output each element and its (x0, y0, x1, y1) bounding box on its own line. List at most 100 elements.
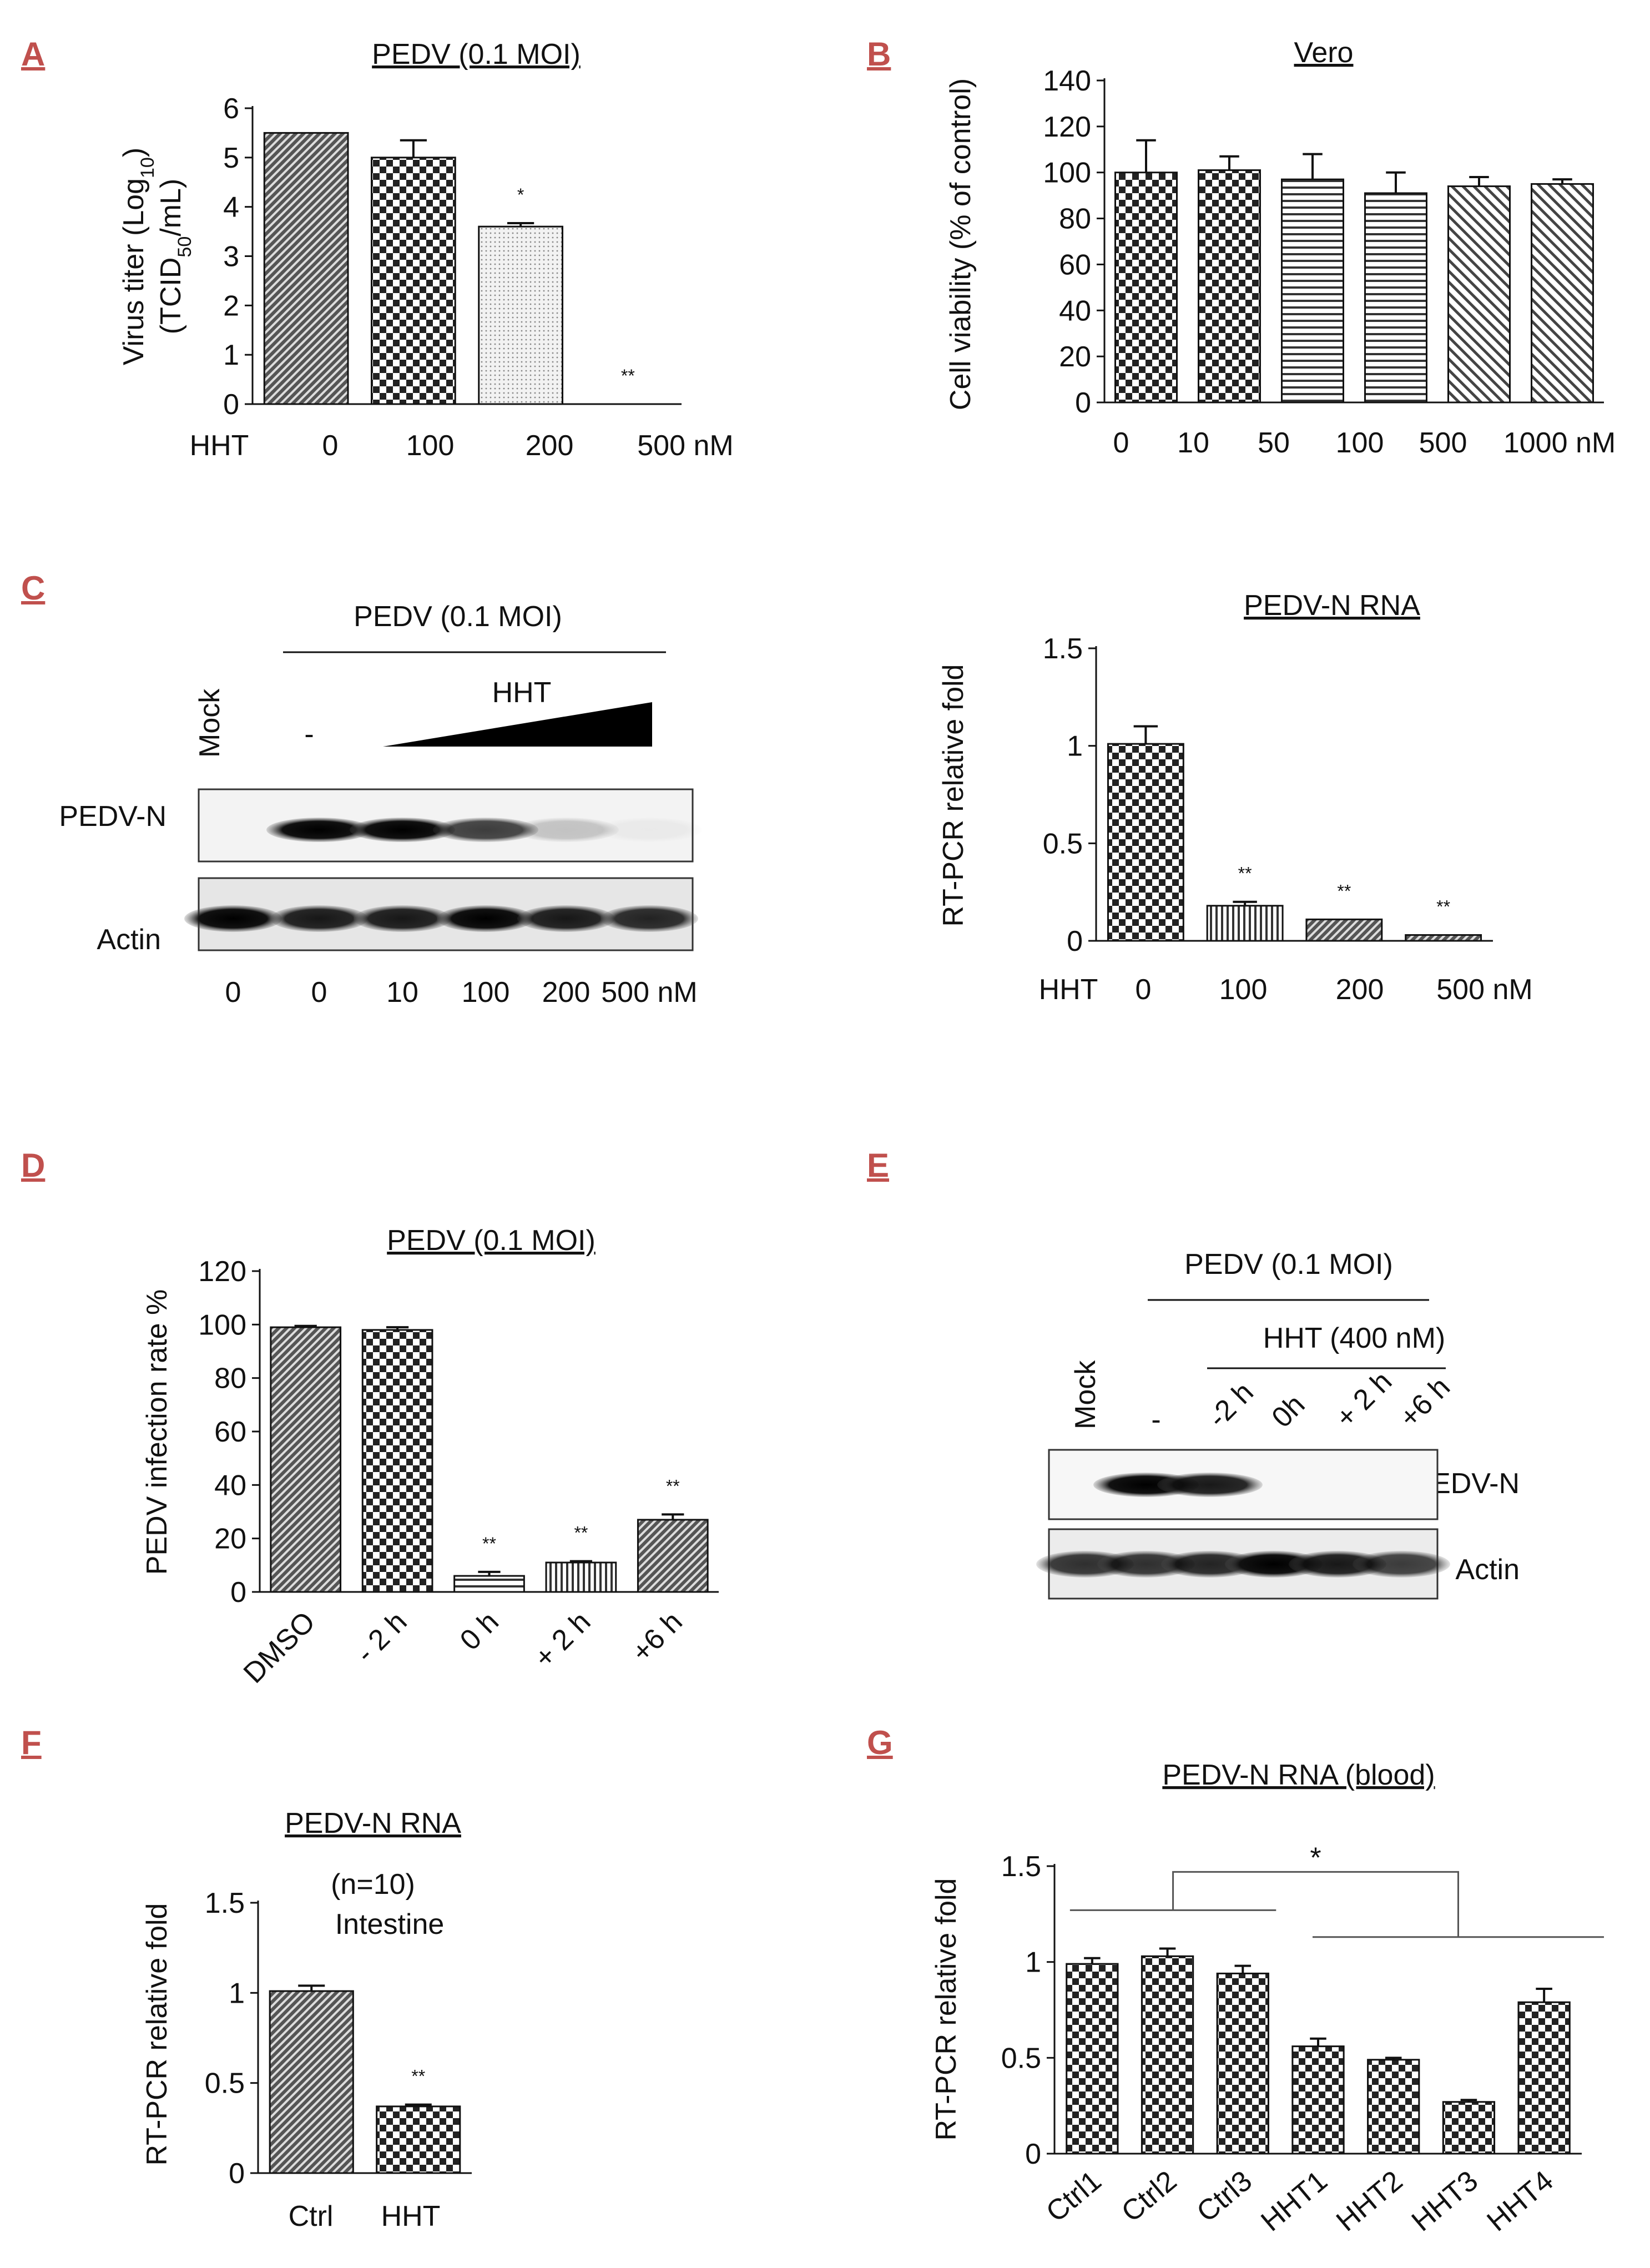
band-pedvn (597, 818, 702, 842)
y-label-part: (TCID (155, 258, 187, 335)
x-prefix-label: HHT (190, 430, 249, 462)
bar-hht1 (1291, 2045, 1345, 2155)
bar-10 (1198, 169, 1261, 404)
x-tick-label: HHT1 (1255, 2165, 1333, 2238)
bar-100 (1206, 905, 1284, 942)
y-axis-label: Cell viability (% of control) (945, 78, 977, 410)
bar-hht3 (1442, 2101, 1496, 2155)
bar-ctrl3 (1216, 1972, 1269, 2155)
significance-marker: ** (482, 1534, 496, 1554)
significance-marker: ** (1436, 896, 1450, 916)
bar-100 (1364, 192, 1427, 404)
bar-ctrl2 (1141, 1955, 1194, 2155)
x-tick-label: 0 h (454, 1605, 505, 1656)
chart-title: PEDV (0.1 MOI) (372, 38, 581, 70)
blot-c-dose-wedge (383, 702, 652, 747)
x-tick-label: HHT2 (1330, 2165, 1409, 2238)
y-tick-label: 20 (1059, 341, 1091, 373)
significance-marker: ** (666, 1476, 680, 1496)
lane-label: 100 (462, 976, 510, 1009)
x-tick-label: 10 (1177, 427, 1209, 459)
y-tick-label: 100 (1043, 157, 1091, 189)
y-tick-label: 0.5 (1043, 828, 1083, 860)
x-tick-label: HHT3 (1406, 2165, 1484, 2238)
x-tick-label: 200 (526, 430, 574, 462)
y-label-subscript: 10 (137, 157, 158, 178)
x-tick-label: 0 (322, 430, 339, 462)
blot-c-treatment: HHT (492, 677, 552, 709)
bar-200 (478, 225, 563, 405)
y-tick-label: 1 (229, 1977, 245, 2009)
lane-label: 200 (542, 976, 591, 1009)
bar-hht2 (1367, 2059, 1420, 2155)
y-tick-label: 100 (198, 1309, 246, 1341)
x-tick-label: Ctrl3 (1191, 2165, 1258, 2229)
x-tick-label: 50 (1258, 427, 1290, 459)
group-comparison-bracket (1172, 1871, 1459, 1937)
y-label-part: ) (118, 148, 150, 157)
bar-200 (1305, 918, 1383, 942)
chart-title: PEDV-N RNA (1244, 589, 1420, 622)
band-actin (184, 905, 282, 932)
blot-e-treatment: HHT (400 nM) (1263, 1322, 1445, 1354)
bar-500 (1447, 185, 1511, 404)
band-pedvn (266, 818, 372, 842)
y-tick-label: 140 (1043, 65, 1091, 97)
x-tick-label: HHT4 (1481, 2165, 1560, 2238)
y-axis-label-line1: Virus titer (Log10) (118, 148, 158, 365)
x-tick-label: 100 (1219, 974, 1268, 1006)
chart-panel-c-rtpcr: PEDV-N RNA 0 0.5 1 1.5 RT-PCR relative fold **… (937, 589, 1533, 1006)
blot-c-bands (184, 818, 702, 932)
y-tick-label: 4 (223, 191, 239, 224)
bar-ctrl (269, 1990, 354, 2174)
y-axis-label: PEDV infection rate % (141, 1289, 173, 1575)
y-tick-label: 0 (1075, 387, 1091, 419)
band-actin (601, 905, 698, 932)
panel-label-f: F (21, 1724, 42, 1761)
y-tick-label: 120 (198, 1256, 246, 1288)
panel-label-c: C (21, 569, 45, 607)
significance-marker: ** (411, 2067, 425, 2086)
y-label-part: /mL) (155, 179, 187, 236)
lane-label: 10 (386, 976, 418, 1009)
x-tick-label: HHT (381, 2200, 441, 2232)
x-tick-label: Ctrl1 (1040, 2165, 1107, 2229)
panel-label-d: D (21, 1147, 45, 1184)
x-tick-label: 0 (1136, 974, 1152, 1006)
y-tick-label: 80 (214, 1363, 246, 1395)
y-axis-label-line2: (TCID50/mL) (155, 179, 195, 334)
y-tick-label: 0 (229, 2158, 245, 2190)
x-tick-label: 500 (1419, 427, 1467, 459)
y-tick-label: 1 (1067, 730, 1083, 763)
band-actin (1353, 1551, 1450, 1577)
significance-marker: ** (1238, 864, 1252, 884)
lane-label: Mock (1069, 1360, 1102, 1429)
x-tick-label: - 2 h (350, 1605, 413, 1669)
y-axis-label: RT-PCR relative fold (930, 1878, 962, 2141)
bar-hht (376, 2105, 461, 2174)
band-pedvn (350, 818, 455, 842)
chart-panel-f: F PEDV-N RNA (n=10) Intestine 0 0.5 1 1.5 RT-PCR… (21, 1724, 472, 2232)
lane-label: 0 (225, 976, 241, 1009)
bar-500-nm (1405, 934, 1482, 942)
chart-panel-g: G PEDV-N RNA (blood) 0 0.5 1 1.5 RT-PCR relati… (867, 1724, 1604, 2237)
blot-e-bands (1036, 1473, 1450, 1577)
bar-100 (371, 157, 456, 405)
blot-c-lane-mock: Mock (194, 688, 226, 758)
y-tick-label: 80 (1059, 203, 1091, 235)
lane-label: -2 h (1202, 1376, 1259, 1434)
western-blot-panel-c: C PEDV (0.1 MOI) HHT Mock - PEDV-N Actin… (21, 569, 702, 1009)
group-significance-marker: * (1310, 1842, 1321, 1874)
bar-0 (1114, 172, 1178, 404)
band-actin (354, 905, 451, 932)
panel-label-e: E (867, 1147, 889, 1184)
chart-annotation: Intestine (335, 1908, 445, 1941)
blot-e-header: PEDV (0.1 MOI) (1184, 1248, 1393, 1281)
significance-marker: ** (574, 1523, 588, 1543)
panel-label-a: A (21, 36, 45, 73)
y-tick-label: 1.5 (205, 1887, 245, 1919)
y-label-part: Virus titer (Log (118, 178, 150, 365)
y-label-subscript: 50 (174, 236, 195, 258)
y-tick-label: 60 (214, 1416, 246, 1448)
